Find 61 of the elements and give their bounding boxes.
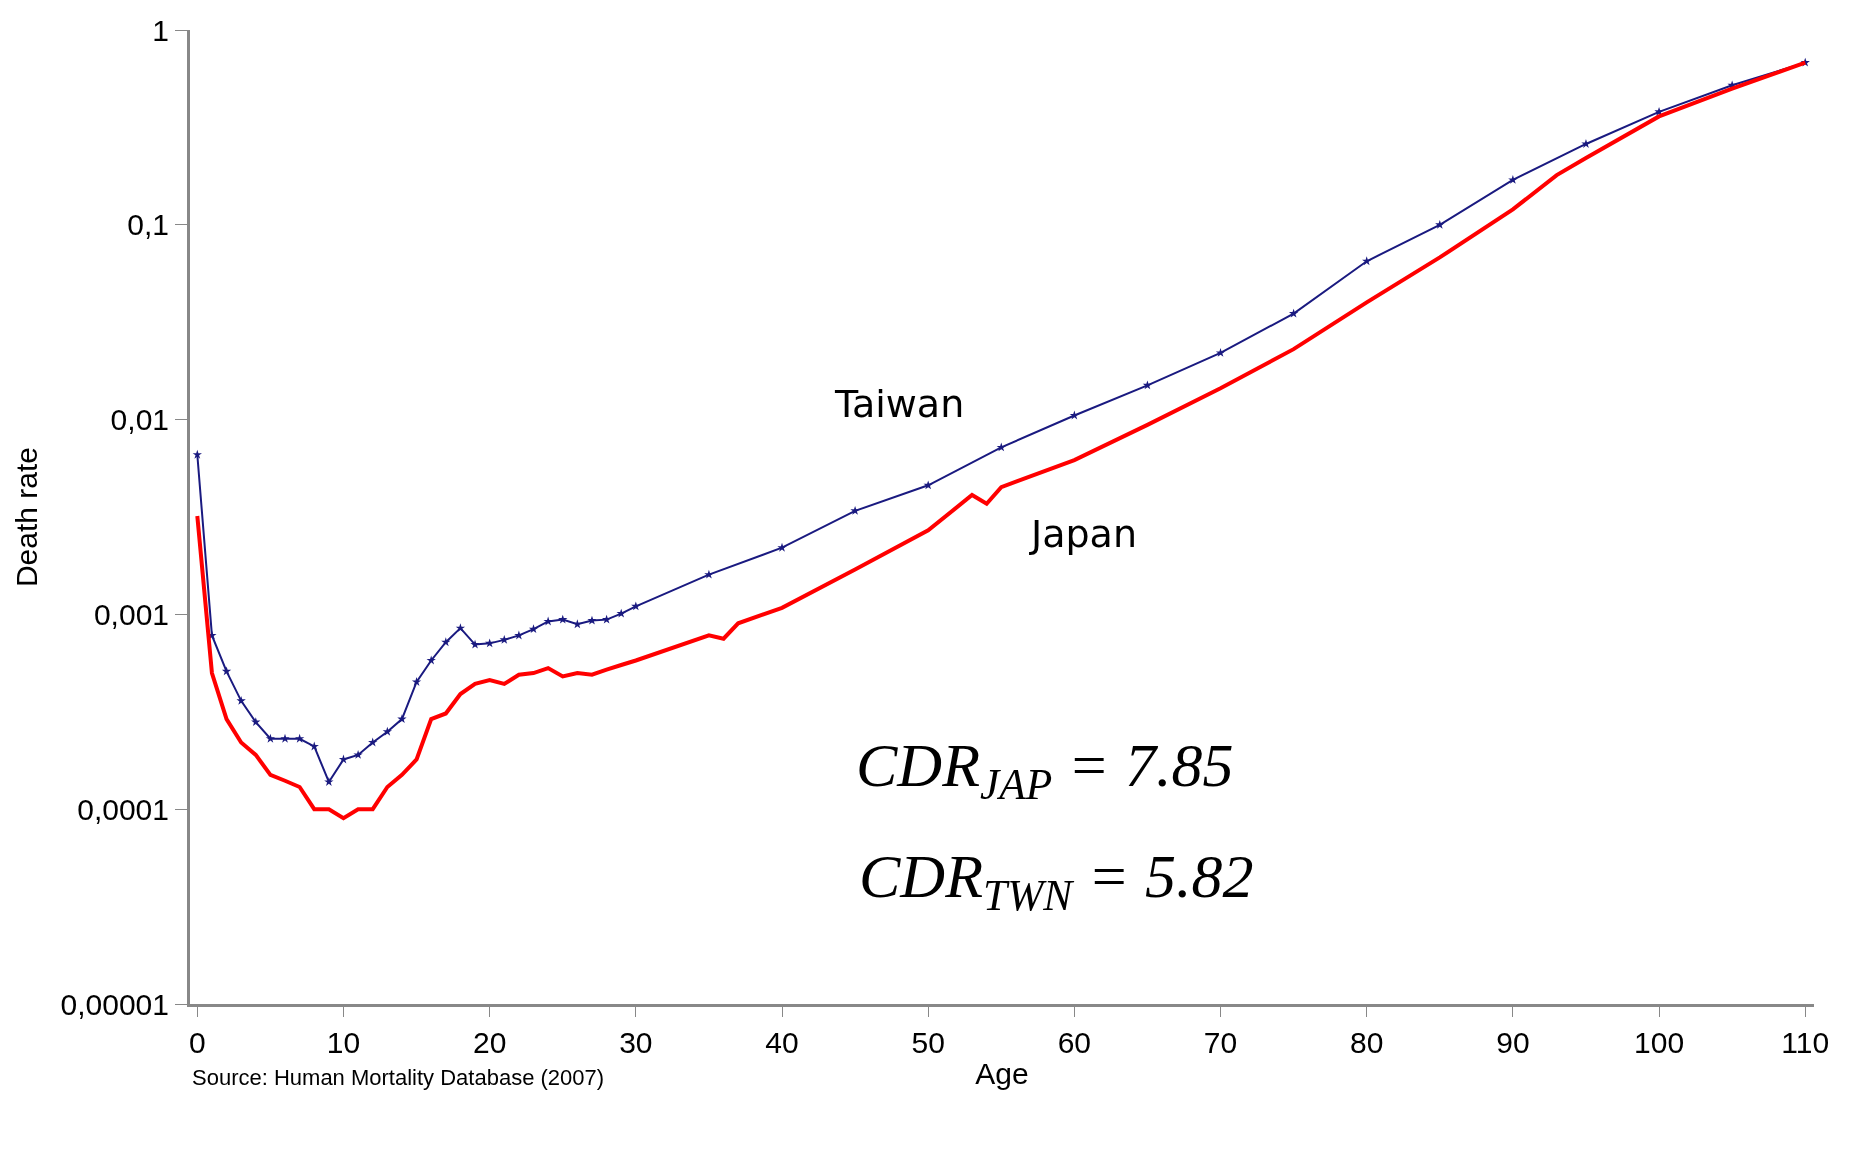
x-axis-title: Age xyxy=(975,1056,1029,1090)
point xyxy=(1215,348,1226,357)
point xyxy=(309,741,319,751)
point xyxy=(1142,380,1153,390)
x-tick-label: 50 xyxy=(911,1026,945,1059)
point xyxy=(280,733,290,743)
series-label: Taiwan xyxy=(834,382,965,426)
point xyxy=(441,637,451,647)
point xyxy=(485,638,495,648)
y-tick-label: 0,0001 xyxy=(77,792,169,826)
x-tick-label: 30 xyxy=(619,1026,653,1059)
point xyxy=(324,777,334,786)
point xyxy=(1581,139,1591,148)
point xyxy=(587,615,597,625)
x-tick-label: 20 xyxy=(472,1026,507,1059)
point xyxy=(1069,410,1080,420)
point xyxy=(368,737,378,747)
point xyxy=(192,449,202,459)
point xyxy=(528,624,539,634)
point xyxy=(470,639,480,649)
x-tick-label: 90 xyxy=(1496,1026,1530,1059)
x-tick-label: 40 xyxy=(765,1026,799,1059)
point xyxy=(996,442,1006,452)
point xyxy=(850,505,860,515)
point xyxy=(353,750,363,759)
y-tick-label: 0,01 xyxy=(110,403,169,437)
y-axis-title: Death rate xyxy=(9,446,43,588)
annotation: CDR$_{TWN}$ = 5.82 xyxy=(859,842,1254,920)
y-tick-label: 1 xyxy=(152,13,169,47)
point xyxy=(499,634,509,644)
point xyxy=(601,614,612,624)
point xyxy=(411,677,422,686)
point xyxy=(1435,219,1445,229)
point xyxy=(265,733,276,743)
point xyxy=(558,614,568,624)
x-tick-label: 80 xyxy=(1350,1026,1384,1059)
x-tick-label: 100 xyxy=(1634,1026,1685,1059)
point xyxy=(777,542,787,552)
x-tick-label: 0 xyxy=(188,1026,206,1059)
point xyxy=(236,695,246,705)
point xyxy=(426,655,436,665)
point xyxy=(1362,256,1372,266)
y-tick-label: 0,00001 xyxy=(60,987,169,1021)
point xyxy=(1508,175,1518,184)
x-tick-label: 60 xyxy=(1057,1026,1092,1059)
x-tick-label: 70 xyxy=(1203,1026,1238,1059)
point xyxy=(616,608,626,618)
source-note: Source: Human Mortality Database (2007) xyxy=(192,1065,605,1090)
point xyxy=(704,569,714,579)
annotation: CDR$_{JAP}$ = 7.85 xyxy=(856,731,1234,809)
y-tick-label: 0,001 xyxy=(93,597,169,631)
x-tick-label: 110 xyxy=(1781,1026,1830,1059)
point xyxy=(514,630,524,640)
point xyxy=(1654,106,1664,116)
x-tick-label: 10 xyxy=(326,1026,361,1059)
point xyxy=(382,726,392,736)
point xyxy=(294,733,305,743)
point xyxy=(631,601,641,611)
y-tick-label: 0,1 xyxy=(127,208,169,242)
series-label: Japan xyxy=(1029,512,1137,556)
point xyxy=(1288,308,1299,318)
